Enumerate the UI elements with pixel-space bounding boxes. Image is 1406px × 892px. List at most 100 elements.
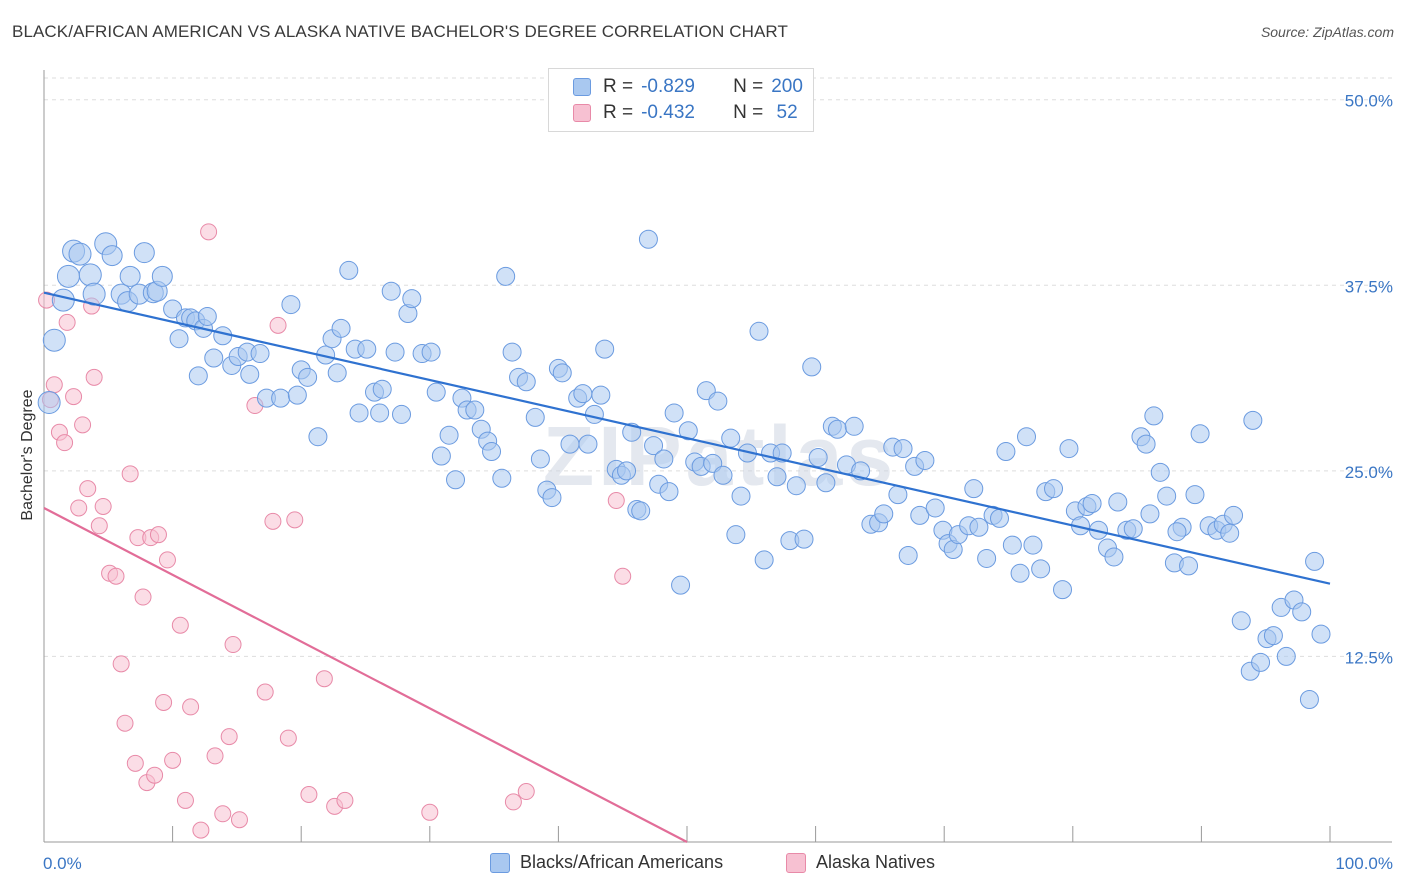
blacks-point	[893, 439, 913, 459]
alaska-natives-point	[230, 811, 248, 829]
blacks-point	[964, 479, 984, 499]
blacks-point	[1224, 505, 1244, 525]
legend-r-label: R =	[603, 76, 634, 97]
blacks-point	[287, 385, 307, 405]
x-tick-label: 100.0%	[1335, 854, 1393, 873]
legend-swatch-pink	[786, 852, 806, 873]
alaska-natives-point	[116, 714, 134, 732]
blacks-point	[381, 281, 401, 301]
blacks-point	[874, 504, 894, 524]
blacks-point	[1185, 485, 1205, 505]
blacks-point	[678, 421, 698, 441]
blacks-point	[794, 529, 814, 549]
alaska-natives-point	[149, 526, 167, 544]
alaska-natives-point	[70, 499, 88, 517]
legend-label-alaska: Alaska Natives	[816, 852, 936, 872]
blacks-point	[1263, 626, 1283, 646]
x-tick-label: 0.0%	[43, 854, 82, 873]
blacks-point	[708, 391, 728, 411]
blacks-point	[659, 482, 679, 502]
trend-lines	[43, 291, 1331, 843]
blacks-point	[78, 263, 102, 287]
alaska-natives-point	[517, 783, 535, 801]
blacks-point	[496, 266, 516, 286]
legend-item-blacks: Blacks/African Americans	[490, 852, 723, 873]
blacks-point	[827, 419, 847, 439]
blacks-point	[925, 498, 945, 518]
blacks-point	[1123, 519, 1143, 539]
legend-row-blacks: R = -0.829 N = 200	[573, 75, 803, 99]
blacks-point	[844, 416, 864, 436]
blacks-point	[1059, 439, 1079, 459]
chart-title: BLACK/AFRICAN AMERICAN VS ALASKA NATIVE …	[12, 22, 788, 41]
blacks-point	[721, 428, 741, 448]
alaska-natives-trend-line	[43, 506, 688, 843]
alaska-natives-point	[214, 805, 232, 823]
y-axis-label: Bachelor's Degree	[19, 389, 36, 521]
alaska-natives-point	[65, 388, 83, 406]
blacks-point	[808, 447, 828, 467]
alaska-natives-point	[146, 766, 164, 784]
blacks-point	[133, 242, 155, 264]
blacks-point	[772, 443, 792, 463]
blacks-point	[213, 326, 233, 346]
blacks-point	[560, 434, 580, 454]
blacks-point	[731, 486, 751, 506]
blacks-point	[654, 449, 674, 469]
alaska-natives-point	[94, 497, 112, 515]
legend-r-value: -0.829	[641, 76, 695, 97]
alaska-natives-point	[126, 754, 144, 772]
blacks-point	[1108, 492, 1128, 512]
blacks-point	[1305, 551, 1325, 571]
alaska-natives-point	[300, 785, 318, 803]
blacks-point	[281, 295, 301, 315]
alaska-natives-point	[256, 683, 274, 701]
legend-swatch-pink	[573, 104, 591, 122]
blacks-point	[308, 427, 328, 447]
blacks-point	[664, 403, 684, 423]
blacks-point	[726, 525, 746, 545]
blacks-point	[516, 372, 536, 392]
blacks-point	[1231, 611, 1251, 631]
blacks-point	[392, 404, 412, 424]
alaska-natives-point	[107, 567, 125, 585]
blacks-point	[119, 265, 141, 287]
alaska-natives-point	[192, 821, 210, 839]
blacks-point	[816, 473, 836, 493]
blacks-point	[37, 391, 61, 415]
alaska-natives-point	[264, 512, 282, 530]
legend-swatch-blue	[573, 78, 591, 96]
blacks-point	[357, 339, 377, 359]
blacks-point	[542, 488, 562, 508]
alaska-natives-point	[164, 751, 182, 769]
blacks-point	[1243, 410, 1263, 430]
alaska-natives-point	[134, 588, 152, 606]
blacks-point	[271, 388, 291, 408]
blacks-point	[339, 260, 359, 280]
blacks-point	[749, 321, 769, 341]
y-tick-label: 25.0%	[1345, 463, 1393, 482]
blacks-point	[68, 242, 92, 266]
blacks-point	[802, 357, 822, 377]
y-tick-label: 50.0%	[1345, 92, 1393, 111]
blacks-point	[402, 289, 422, 309]
alaska-natives-point	[74, 416, 92, 434]
alaska-natives-point	[269, 316, 287, 334]
y-tick-label: 12.5%	[1345, 648, 1393, 667]
alaska-natives-point	[315, 670, 333, 688]
blacks-point	[617, 461, 637, 481]
blacks-point	[101, 245, 123, 267]
blacks-point	[578, 434, 598, 454]
legend-n-label: N =	[733, 76, 764, 97]
legend-n-label: N =	[733, 102, 764, 123]
legend-item-alaska: Alaska Natives	[786, 852, 935, 873]
blacks-point	[1082, 494, 1102, 514]
blacks-points	[37, 229, 1331, 709]
blacks-point	[385, 342, 405, 362]
blacks-point	[1299, 689, 1319, 709]
blacks-point	[51, 288, 75, 312]
blacks-point	[372, 379, 392, 399]
tick-labels: 12.5% 25.0% 37.5% 50.0% 0.0% 100.0%	[43, 92, 1393, 873]
blacks-point	[431, 446, 451, 466]
